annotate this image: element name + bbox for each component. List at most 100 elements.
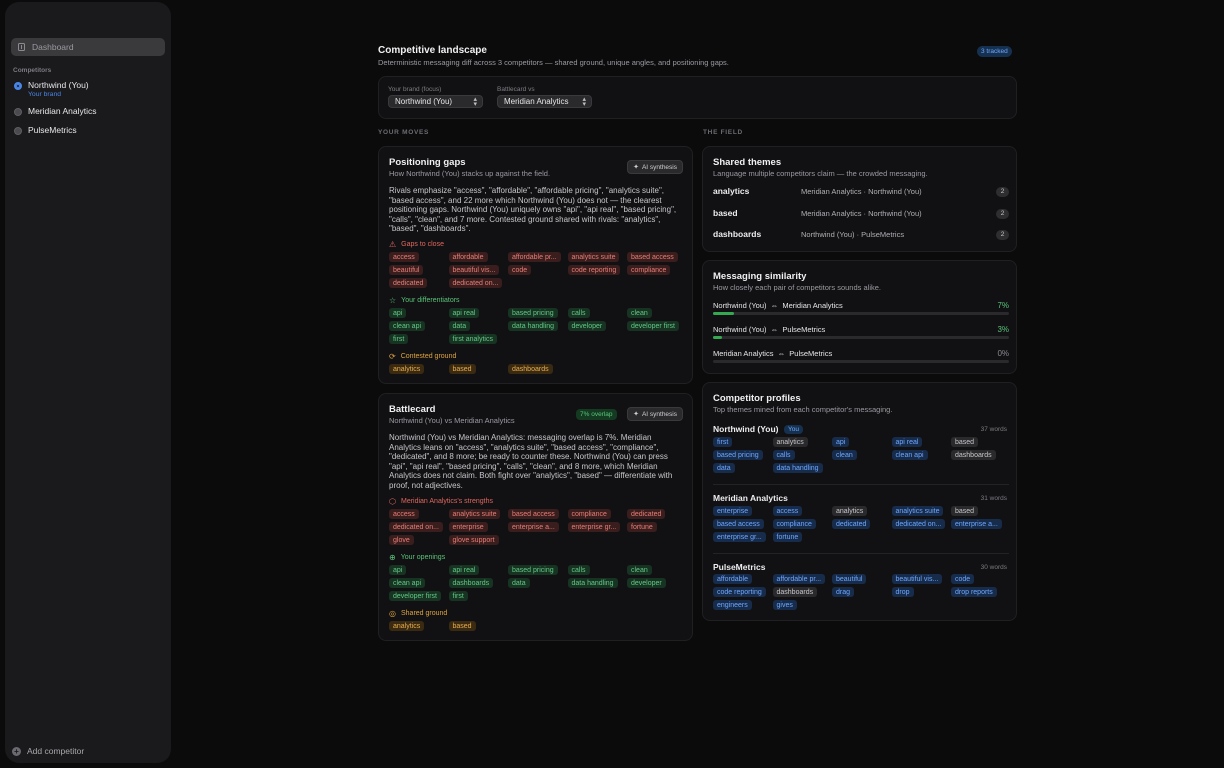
theme-chip[interactable]: calls	[567, 565, 590, 575]
theme-chip[interactable]: compliance	[772, 519, 816, 529]
focus-select[interactable]: Northwind (You) ▴ ▾	[388, 95, 483, 108]
theme-chip[interactable]: clean api	[389, 578, 426, 588]
theme-chip[interactable]: drop reports	[951, 587, 997, 597]
theme-chip[interactable]: dedicated on...	[389, 522, 443, 532]
theme-chip[interactable]: based	[951, 506, 979, 516]
profile-name[interactable]: PulseMetrics	[713, 562, 766, 572]
theme-chip[interactable]: first analytics	[448, 334, 497, 344]
theme-chip[interactable]: affordable pr...	[772, 574, 826, 584]
theme-chip[interactable]: enterprise gr...	[567, 522, 621, 532]
theme-chip[interactable]: dashboards	[508, 364, 553, 374]
theme-chip[interactable]: code reporting	[567, 265, 621, 275]
theme-chip[interactable]: dedicated	[627, 509, 666, 519]
theme-chip[interactable]: access	[772, 506, 803, 516]
theme-chip[interactable]: based pricing	[713, 450, 763, 460]
theme-chip[interactable]: based pricing	[508, 565, 558, 575]
ai-synthesis-button[interactable]: ✦ AI synthesis	[627, 160, 683, 174]
theme-chip[interactable]: based pricing	[508, 308, 558, 318]
theme-chip[interactable]: first	[713, 437, 733, 447]
sidebar-item-pulsemetrics[interactable]: PulseMetrics	[14, 125, 77, 135]
theme-chip[interactable]: api real	[448, 308, 480, 318]
theme-chip[interactable]: analytics suite	[448, 509, 501, 519]
theme-chip[interactable]: dashboards	[951, 450, 996, 460]
theme-chip[interactable]: calls	[772, 450, 795, 460]
theme-chip[interactable]: analytics	[832, 506, 868, 516]
theme-chip[interactable]: glove	[389, 535, 414, 545]
theme-chip[interactable]: affordable	[713, 574, 753, 584]
sidebar-item-northwind[interactable]: Northwind (You) Your brand	[14, 80, 89, 98]
theme-chip[interactable]: beautiful vis...	[891, 574, 943, 584]
theme-chip[interactable]: code reporting	[713, 587, 766, 597]
theme-chip[interactable]: beautiful vis...	[448, 265, 500, 275]
theme-chip[interactable]: beautiful	[389, 265, 424, 275]
theme-chip[interactable]: developer	[627, 578, 666, 588]
theme-chip[interactable]: enterprise a...	[508, 522, 559, 532]
theme-chip[interactable]: data handling	[567, 578, 618, 588]
theme-chip[interactable]: fortune	[772, 532, 803, 542]
theme-chip[interactable]: dedicated	[832, 519, 871, 529]
theme-chip[interactable]: developer	[567, 321, 607, 331]
theme-chip[interactable]: enterprise	[448, 522, 488, 532]
theme-chip[interactable]: first	[448, 591, 468, 601]
theme-chip[interactable]: developer first	[389, 591, 441, 601]
theme-chip[interactable]: dashboards	[772, 587, 818, 597]
theme-chip[interactable]: clean api	[891, 450, 928, 460]
theme-chip[interactable]: fortune	[627, 522, 657, 532]
theme-chip[interactable]: clean	[832, 450, 857, 460]
theme-chip[interactable]: clean	[627, 565, 652, 575]
theme-chip[interactable]: enterprise a...	[951, 519, 1002, 529]
ai-synthesis-button[interactable]: ✦ AI synthesis	[627, 407, 683, 421]
theme-chip[interactable]: affordable	[448, 252, 488, 262]
theme-chip[interactable]: data	[508, 578, 530, 588]
theme-chip[interactable]: analytics	[772, 437, 808, 447]
profile-name[interactable]: Meridian Analytics	[713, 493, 788, 503]
theme-chip[interactable]: developer first	[627, 321, 679, 331]
theme-chip[interactable]: api real	[448, 565, 480, 575]
theme-chip[interactable]: compliance	[567, 509, 611, 519]
battlecard-select[interactable]: Meridian Analytics ▴ ▾	[497, 95, 592, 108]
theme-chip[interactable]: analytics	[389, 621, 425, 631]
theme-chip[interactable]: access	[389, 509, 419, 519]
theme-chip[interactable]: drag	[832, 587, 855, 597]
theme-chip[interactable]: api	[389, 308, 407, 318]
theme-chip[interactable]: data	[448, 321, 471, 331]
theme-chip[interactable]: data handling	[772, 463, 823, 473]
theme-chip[interactable]: api	[389, 565, 407, 575]
theme-chip[interactable]: code	[508, 265, 532, 275]
theme-chip[interactable]: api real	[891, 437, 923, 447]
theme-chip[interactable]: enterprise	[713, 506, 753, 516]
theme-chip[interactable]: data	[713, 463, 735, 473]
theme-chip[interactable]: clean	[627, 308, 652, 318]
add-competitor-button[interactable]: + Add competitor	[12, 746, 84, 756]
theme-chip[interactable]: based access	[508, 509, 559, 519]
theme-chip[interactable]: access	[389, 252, 419, 262]
theme-chip[interactable]: drop	[891, 587, 914, 597]
theme-chip[interactable]: affordable pr...	[508, 252, 561, 262]
theme-chip[interactable]: based	[448, 621, 476, 631]
theme-chip[interactable]: based	[951, 437, 979, 447]
theme-chip[interactable]: based	[448, 364, 476, 374]
theme-chip[interactable]: analytics suite	[891, 506, 944, 516]
profile-name[interactable]: Northwind (You)	[713, 424, 779, 434]
theme-chip[interactable]: dedicated on...	[448, 278, 503, 288]
theme-chip[interactable]: api	[832, 437, 850, 447]
theme-chip[interactable]: gives	[772, 600, 797, 610]
theme-chip[interactable]: first	[389, 334, 409, 344]
theme-chip[interactable]: code	[951, 574, 975, 584]
theme-chip[interactable]: calls	[567, 308, 590, 318]
nav-dashboard[interactable]: Dashboard	[11, 38, 165, 56]
theme-chip[interactable]: analytics	[389, 364, 425, 374]
theme-chip[interactable]: enterprise gr...	[713, 532, 766, 542]
theme-chip[interactable]: based access	[713, 519, 764, 529]
theme-chip[interactable]: clean api	[389, 321, 426, 331]
theme-chip[interactable]: dedicated	[389, 278, 428, 288]
theme-chip[interactable]: analytics suite	[567, 252, 620, 262]
theme-chip[interactable]: beautiful	[832, 574, 867, 584]
theme-chip[interactable]: glove support	[448, 535, 499, 545]
theme-chip[interactable]: data handling	[508, 321, 559, 331]
theme-chip[interactable]: based access	[627, 252, 678, 262]
theme-chip[interactable]: compliance	[627, 265, 671, 275]
theme-chip[interactable]: dedicated on...	[891, 519, 946, 529]
sidebar-item-meridian[interactable]: Meridian Analytics	[14, 106, 97, 116]
theme-chip[interactable]: dashboards	[448, 578, 494, 588]
